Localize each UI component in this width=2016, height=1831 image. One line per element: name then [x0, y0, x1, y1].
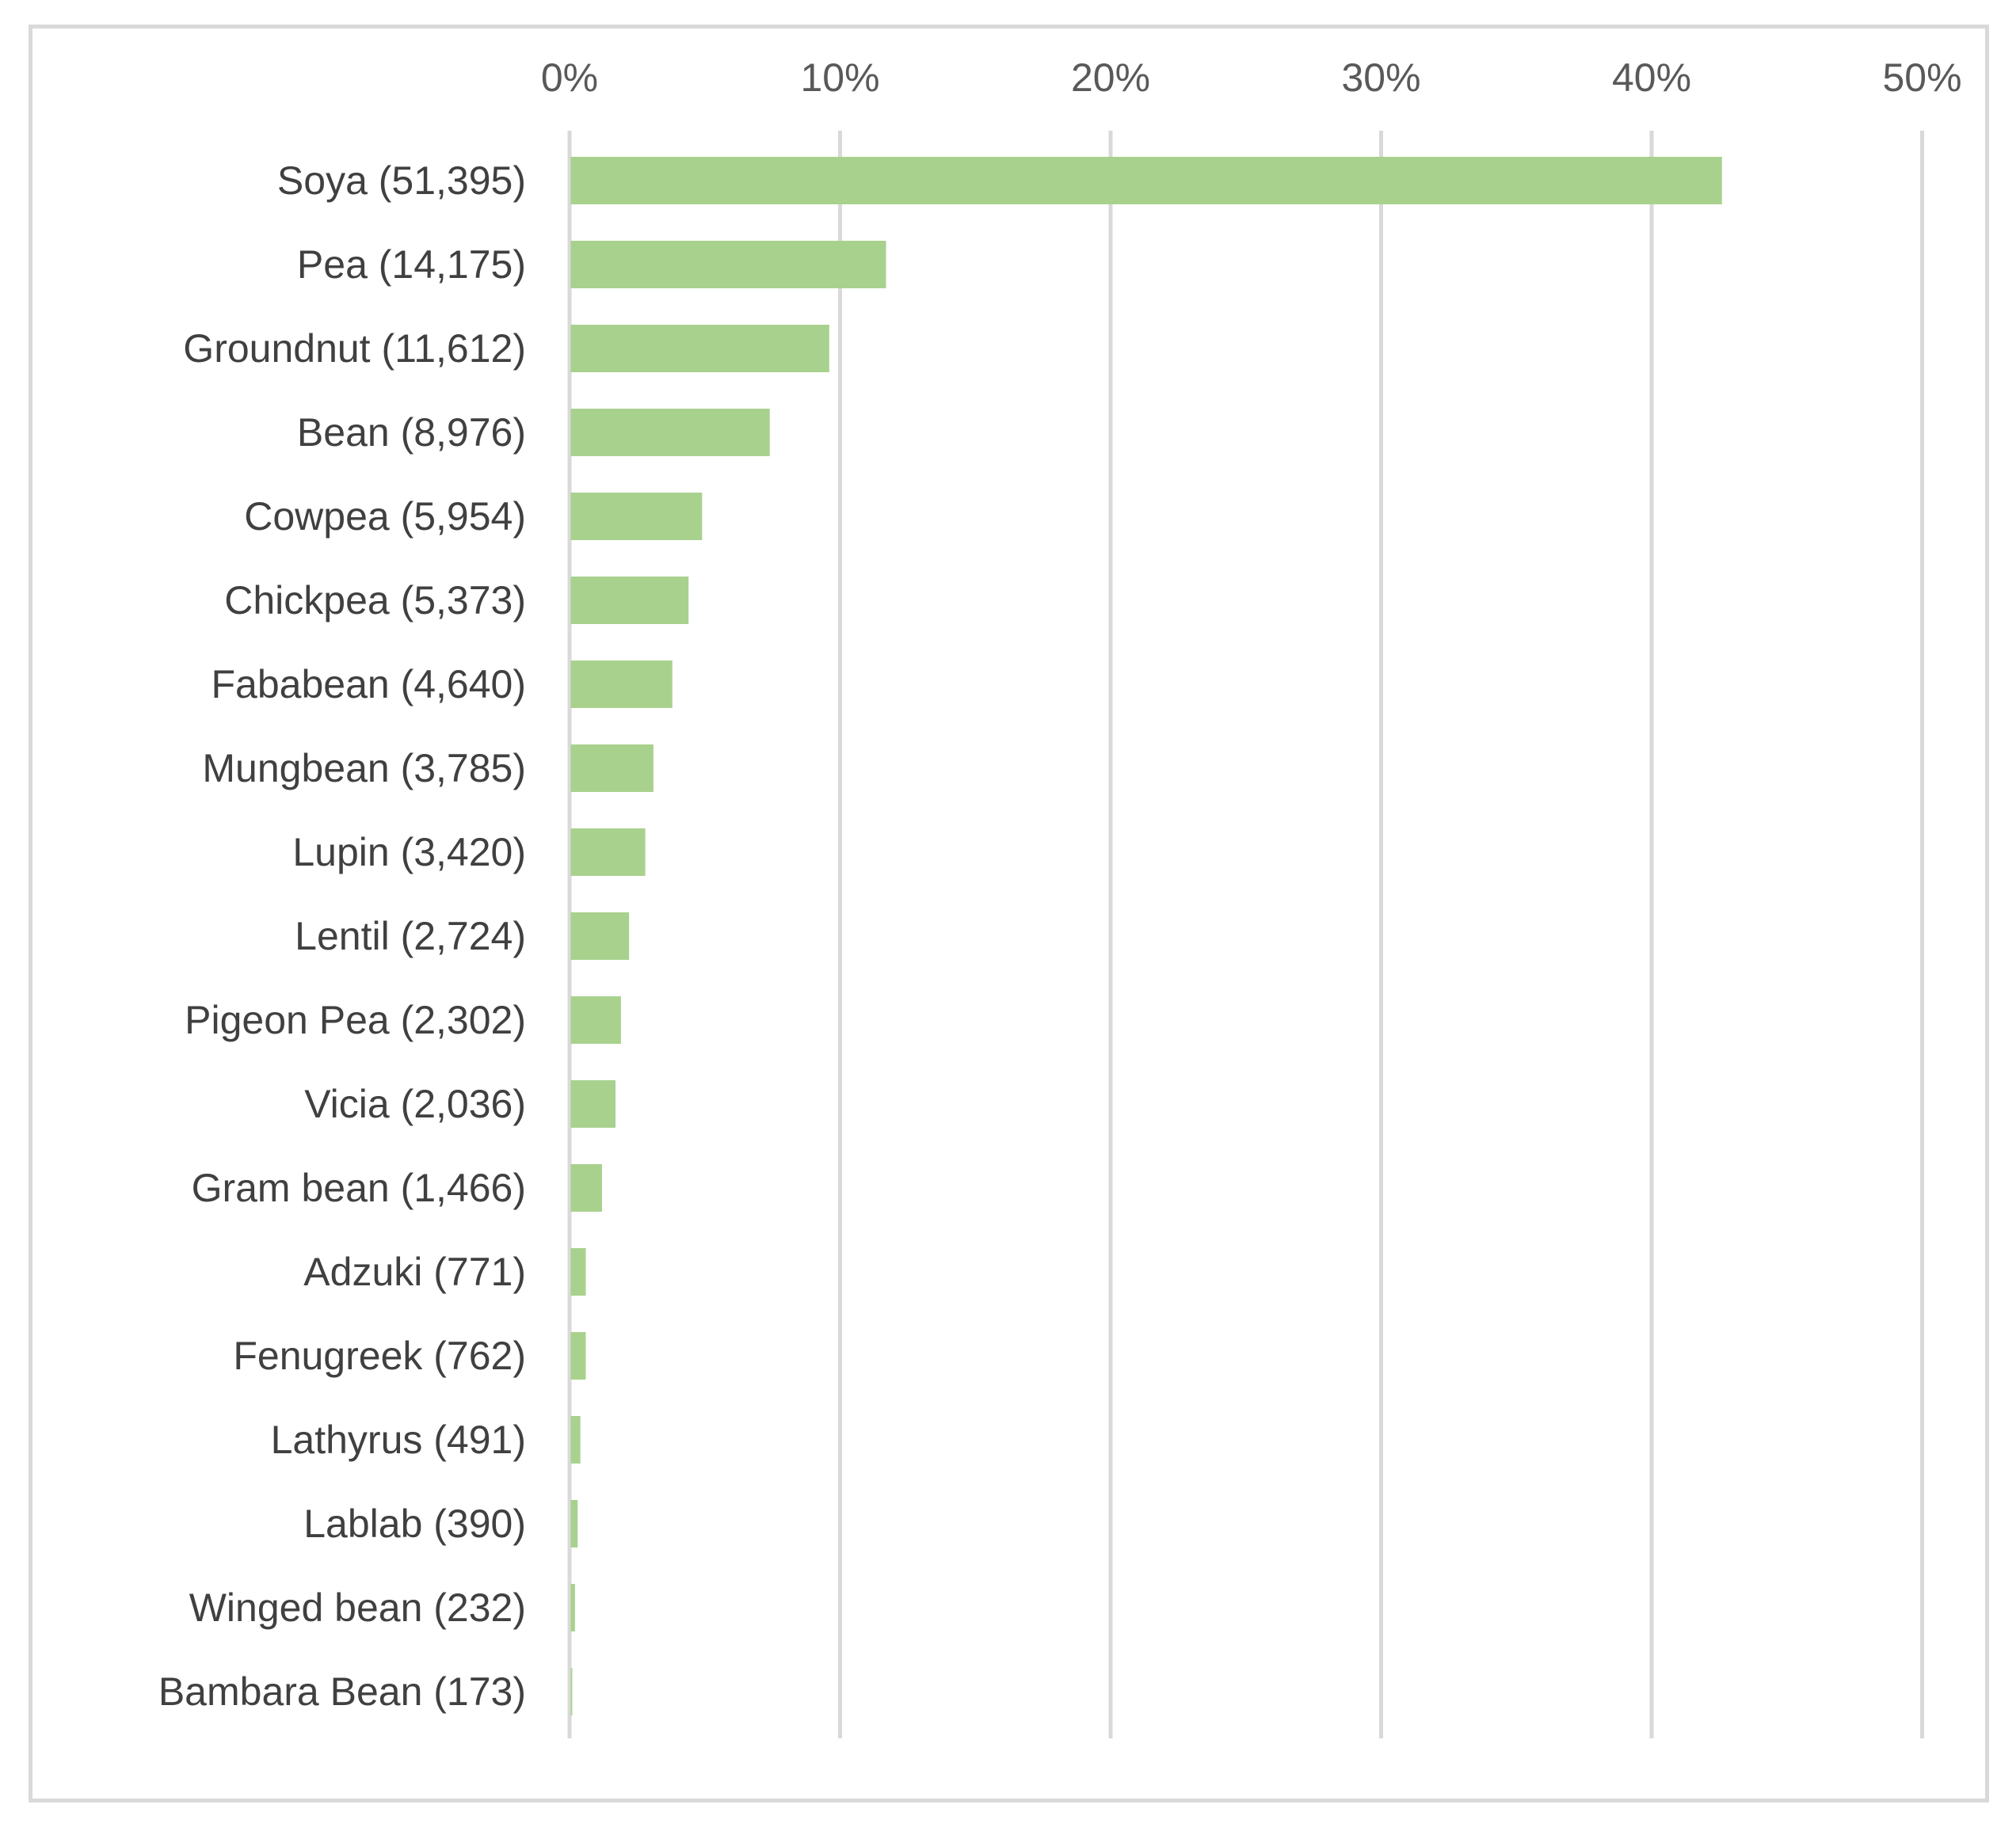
bar — [570, 241, 886, 288]
bar — [570, 996, 621, 1044]
bar — [570, 912, 630, 960]
category-label: Chickpea (5,373) — [224, 578, 526, 622]
category-label: Fenugreek (762) — [233, 1334, 526, 1378]
category-label: Pea (14,175) — [297, 242, 526, 287]
bar — [570, 1584, 575, 1631]
x-tick-label: 40% — [1612, 55, 1691, 100]
category-label: Fababean (4,640) — [211, 662, 526, 706]
category-label: Mungbean (3,785) — [202, 746, 526, 790]
bar — [570, 1164, 602, 1212]
bar — [570, 493, 703, 540]
category-label: Gram bean (1,466) — [192, 1166, 526, 1210]
category-label: Winged bean (232) — [189, 1585, 526, 1630]
category-label: Lupin (3,420) — [292, 830, 526, 874]
x-tick-label: 20% — [1071, 55, 1150, 100]
bars — [570, 157, 1722, 1715]
category-label: Soya (51,395) — [277, 158, 526, 203]
bar — [570, 660, 673, 708]
x-tick-label: 30% — [1341, 55, 1420, 100]
bar — [570, 1332, 586, 1380]
bar — [570, 828, 646, 876]
category-label: Bean (8,976) — [297, 410, 526, 455]
bar — [570, 1668, 573, 1715]
category-label: Lentil (2,724) — [295, 914, 526, 958]
bar — [570, 409, 770, 456]
category-label: Pigeon Pea (2,302) — [185, 998, 526, 1042]
category-label: Cowpea (5,954) — [244, 494, 526, 539]
bar — [570, 1416, 581, 1464]
bar — [570, 577, 689, 624]
bar — [570, 744, 654, 792]
category-label: Lablab (390) — [303, 1502, 526, 1546]
category-label: Adzuki (771) — [303, 1250, 526, 1294]
bar — [570, 1080, 616, 1128]
bar — [570, 1248, 586, 1296]
bar — [570, 1500, 578, 1547]
x-tick-labels: 0% 10% 20% 30% 40% 50% — [541, 55, 1962, 100]
x-tick-label: 0% — [541, 55, 598, 100]
chart-frame — [29, 25, 1989, 1802]
x-tick-label: 10% — [800, 55, 879, 100]
bar — [570, 157, 1722, 204]
category-label: Groundnut (11,612) — [183, 326, 526, 371]
x-tick-label: 50% — [1882, 55, 1961, 100]
category-label: Bambara Bean (173) — [158, 1669, 526, 1714]
category-labels: Soya (51,395) Pea (14,175) Groundnut (11,6… — [158, 158, 526, 1714]
category-label: Vicia (2,036) — [304, 1082, 526, 1126]
category-label: Lathyrus (491) — [271, 1418, 526, 1462]
bar — [570, 325, 829, 372]
